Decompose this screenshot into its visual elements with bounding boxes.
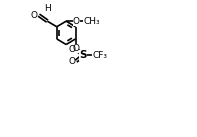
Text: O: O <box>68 45 75 54</box>
Text: O: O <box>73 17 80 26</box>
Text: CF₃: CF₃ <box>92 51 107 60</box>
Text: H: H <box>44 4 51 13</box>
Text: O: O <box>68 57 75 66</box>
Text: S: S <box>79 50 87 60</box>
Text: O: O <box>31 11 38 20</box>
Text: CH₃: CH₃ <box>84 17 100 26</box>
Text: O: O <box>72 44 79 53</box>
